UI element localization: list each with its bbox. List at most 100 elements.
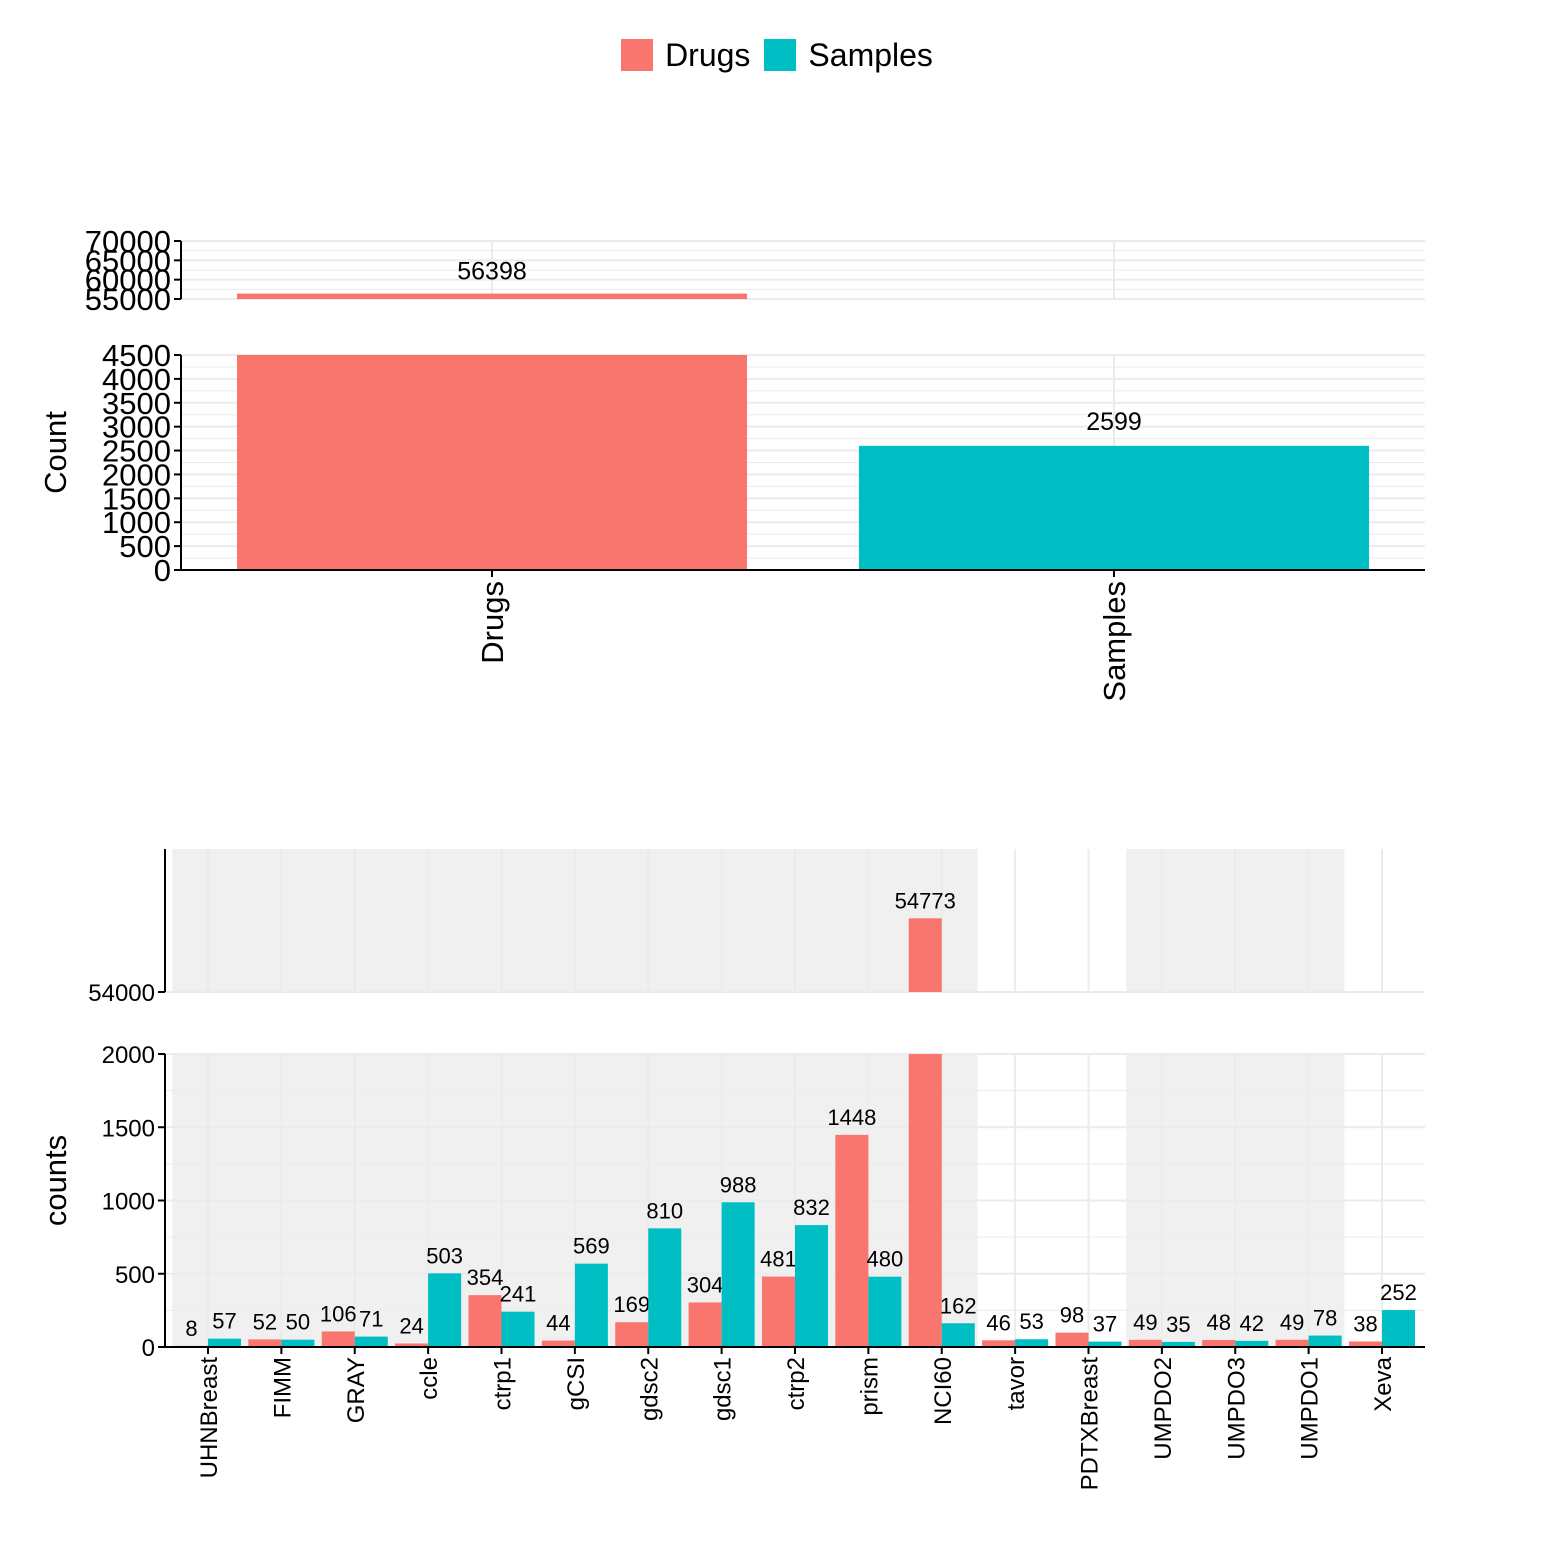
data-label: 46 [986,1310,1010,1335]
y-tick-label: 54000 [88,980,155,1007]
data-label: 832 [793,1195,830,1220]
bar-umpdo1-samples [1308,1335,1342,1347]
x-tick-label: gCSI [563,1357,590,1410]
data-label: 162 [940,1293,977,1318]
data-label: 37 [1093,1312,1117,1337]
bar-pdtxbreast-drugs [1055,1332,1089,1347]
bar-umpdo2-samples [1161,1341,1195,1347]
x-tick-label: PDTXBreast [1077,1357,1104,1491]
x-tick-label: gdsc1 [710,1357,737,1421]
bar-umpdo2-drugs [1128,1339,1162,1347]
bar-gdsc2-samples [648,1228,682,1347]
x-tick-label: NCI60 [930,1357,957,1425]
y-tick-label: 2500 [102,434,171,469]
legend-swatch-drugs [621,39,654,71]
y-tick-label: 70000 [85,224,171,259]
bar-fimm-drugs [248,1339,282,1347]
data-label: 480 [867,1247,904,1272]
data-label: 44 [546,1311,570,1336]
chart-dataset-counts: 8 52 106 24 354 44 169 304 481 1448 54773 46 98 49 48 4… [38,849,1425,1490]
data-label: 42 [1240,1311,1264,1336]
data-label: 50 [286,1310,310,1335]
x-tick-label: ctrp1 [490,1357,517,1410]
bar-ccle-samples [428,1273,462,1347]
bar-gray-drugs [321,1331,355,1347]
bar-ccle-drugs [395,1343,429,1347]
y-axis-title: Count [38,411,73,494]
y-tick-label: 1500 [102,1115,155,1142]
legend-label-samples: Samples [808,36,933,73]
x-tick-label: GRAY [343,1357,370,1423]
y-tick-label: 1500 [102,481,171,516]
data-label: 169 [613,1292,650,1317]
x-tick-label: tavor [1003,1357,1030,1410]
bar-xeva-drugs [1348,1341,1382,1347]
y-tick-label: 0 [154,553,171,588]
bar-drugs-upper [236,293,748,299]
bar-gcsi-drugs [541,1340,575,1347]
bar-samples [858,445,1370,570]
data-label: 304 [687,1272,724,1297]
data-label: 569 [573,1234,610,1259]
data-label: 56398 [457,258,527,286]
bar-uhnbreast-samples [208,1338,242,1347]
y-tick-label: 4000 [102,362,171,397]
x-tick-label: UMPDO1 [1297,1357,1324,1460]
bar-tavor-samples [1015,1339,1049,1347]
data-label: 503 [426,1243,463,1268]
y-tick-label: 1000 [102,1189,155,1216]
x-tick-label: Samples [1097,581,1132,702]
data-label: 24 [399,1313,423,1338]
bar-fimm-samples [281,1339,315,1347]
bar-gcsi-samples [574,1263,608,1347]
legend-item-drugs: Drugs [621,37,750,74]
y-tick-label: 1000 [102,505,171,540]
x-tick-label: ccle [416,1357,443,1400]
y-tick-label: 500 [119,529,171,564]
legend: Drugs Samples [0,30,1554,80]
data-label: 35 [1166,1312,1190,1337]
data-label: 49 [1133,1310,1157,1335]
x-tick-label: gdsc2 [636,1357,663,1421]
x-tick-label: ctrp2 [783,1357,810,1410]
y-tick-label: 65000 [85,243,171,278]
x-tick-label: Xeva [1370,1356,1397,1411]
bar-gdsc2-drugs [615,1322,649,1347]
bar-tavor-drugs [982,1340,1016,1347]
bar-nci60-drugs-lower [908,1054,942,1347]
bar-ctrp2-drugs [761,1276,795,1347]
chart-overall-counts: 56398 2599 0500100015002000250030003500400… [38,224,1425,702]
y-tick-label: 0 [142,1335,155,1362]
x-tick-label: Drugs [475,581,510,664]
data-label: 38 [1353,1311,1377,1336]
x-tick-label: prism [856,1357,883,1416]
bar-nci60-samples [941,1323,975,1347]
bar-ctrp1-drugs [468,1295,502,1347]
bar-pdtxbreast-samples [1088,1341,1122,1347]
bar-gdsc1-drugs [688,1302,722,1347]
bar-nci60-drugs-upper [908,918,942,992]
y-tick-label: 2000 [102,1042,155,1069]
bar-gray-samples [354,1336,388,1347]
data-label: 106 [320,1301,357,1326]
data-label: 810 [646,1198,683,1223]
data-label: 52 [253,1309,277,1334]
data-label: 481 [760,1247,797,1272]
bar-ctrp1-samples [501,1311,535,1347]
data-label: 241 [500,1282,537,1307]
bar-xeva-samples [1382,1310,1416,1347]
data-label: 49 [1280,1310,1304,1335]
y-tick-label: 500 [115,1262,155,1289]
data-label: 71 [359,1307,383,1332]
x-tick-label: UHNBreast [196,1357,223,1479]
bar-umpdo1-drugs [1275,1339,1309,1347]
data-label: 48 [1206,1310,1230,1335]
bar-gdsc1-samples [721,1202,755,1347]
y-tick-label: 60000 [85,263,171,298]
data-label: 53 [1019,1309,1043,1334]
x-tick-label: UMPDO2 [1150,1357,1177,1460]
data-label: 78 [1313,1306,1337,1331]
y-tick-label: 3500 [102,386,171,421]
legend-swatch-samples [764,39,797,71]
